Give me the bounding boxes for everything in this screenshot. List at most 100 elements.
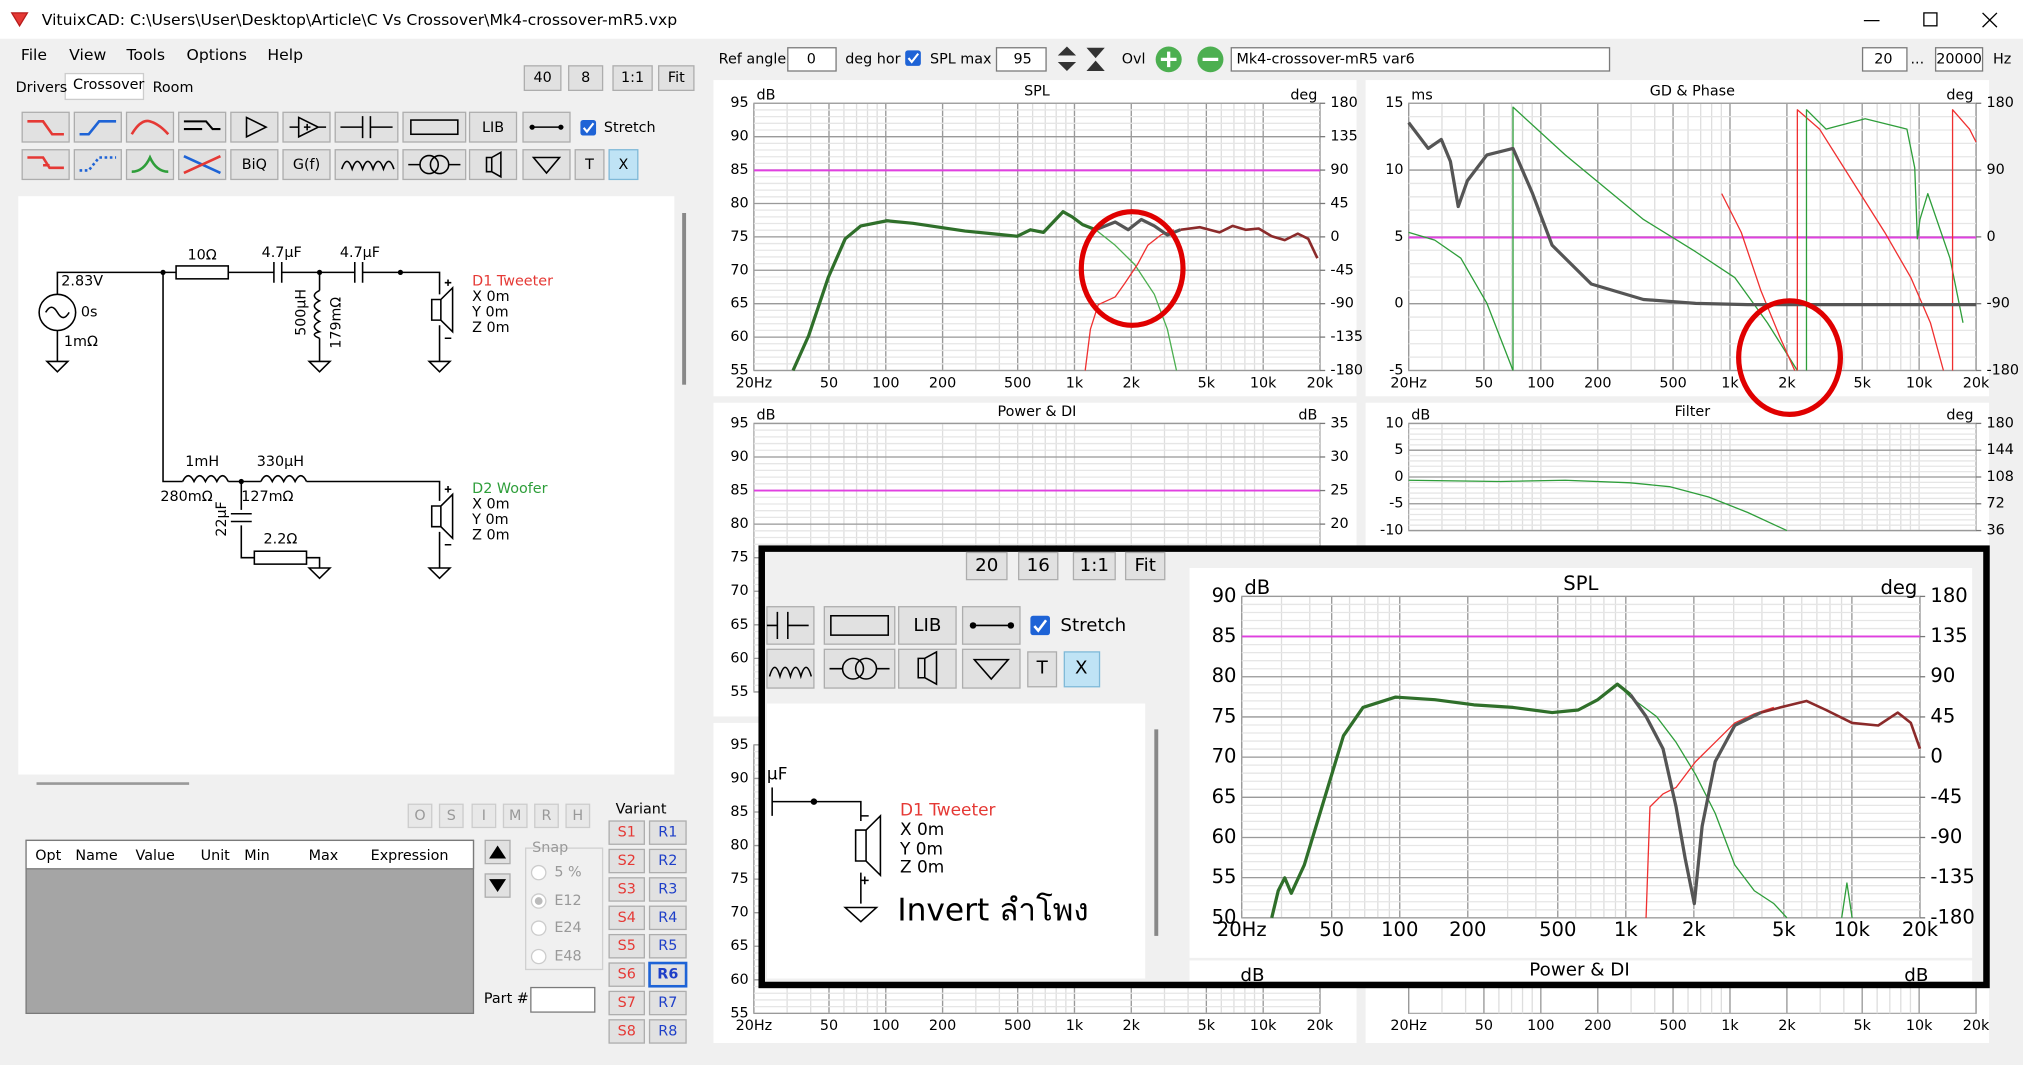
zoom-button[interactable]	[523, 65, 562, 92]
driver-y: Y 0m	[471, 512, 508, 528]
save-variant-button[interactable]	[608, 1019, 645, 1044]
x-tick-label: 200	[929, 1018, 956, 1034]
resistor-button[interactable]	[823, 606, 896, 645]
recall-variant-button[interactable]	[648, 1019, 687, 1044]
save-variant-button[interactable]	[608, 877, 645, 902]
highpass-button[interactable]	[73, 111, 122, 143]
y-tick-label: 85	[730, 162, 748, 178]
amplifier-button[interactable]	[230, 111, 279, 143]
tab[interactable]: Room	[153, 80, 194, 96]
y-tick-label: 95	[730, 737, 748, 753]
y-tick-label: 60	[730, 650, 748, 666]
snap-radio[interactable]	[530, 948, 547, 965]
snap-radio[interactable]	[530, 864, 547, 881]
zoom-button[interactable]	[1124, 551, 1166, 581]
snap-option: E48	[554, 949, 581, 965]
ref-angle-input[interactable]	[787, 47, 837, 72]
menu-item[interactable]: Help	[267, 46, 303, 64]
zoom-label: Fit	[1134, 555, 1155, 576]
recall-variant-label: R7	[658, 995, 677, 1011]
y2-tick-label: 0	[1330, 229, 1339, 245]
icon	[489, 845, 507, 859]
zoom-button[interactable]	[612, 65, 653, 92]
transfer-function-button[interactable]	[282, 149, 331, 181]
save-variant-button[interactable]	[608, 962, 645, 987]
bandpass-button[interactable]	[125, 111, 175, 143]
recall-variant-button[interactable]	[648, 848, 687, 874]
zoom-button[interactable]	[1072, 551, 1116, 581]
stretch-checkbox[interactable]	[1030, 615, 1050, 636]
save-variant-button[interactable]	[608, 848, 645, 874]
variant-buttons: Variant S1 R1 S2 R2 S3 R3 S4 R4 S5 R5 S6 R6 S7 R7 S8 R8	[608, 801, 688, 1044]
menu-item[interactable]: View	[69, 46, 106, 64]
stretch-checkbox[interactable]	[580, 120, 597, 136]
recall-variant-button[interactable]	[648, 961, 688, 988]
scrollbar[interactable]	[682, 213, 687, 385]
snap-radio[interactable]	[530, 920, 547, 936]
highpass-button[interactable]	[73, 149, 122, 181]
save-variant-button[interactable]	[608, 933, 645, 959]
save-variant-button[interactable]	[608, 820, 645, 845]
recall-variant-button[interactable]	[648, 933, 687, 959]
flag-button[interactable]	[565, 803, 591, 829]
variant-label: Variant	[616, 801, 667, 817]
recall-variant-button[interactable]	[648, 820, 687, 845]
maximize-button[interactable]	[1923, 12, 1938, 27]
zoom-button[interactable]	[568, 65, 604, 92]
peaking-button[interactable]	[125, 149, 175, 181]
save-variant-button[interactable]	[608, 905, 645, 931]
flag-button[interactable]	[438, 803, 464, 829]
menu-item[interactable]: Options	[187, 46, 247, 64]
library-button[interactable]	[468, 111, 518, 143]
text-button[interactable]	[1027, 651, 1058, 688]
zoom-button[interactable]	[965, 551, 1008, 581]
flag-button[interactable]	[502, 803, 528, 829]
recall-variant-button[interactable]	[648, 990, 687, 1016]
menu-item[interactable]: File	[21, 46, 47, 64]
checkbox-label: Stretch	[604, 120, 656, 136]
speaker-button[interactable]	[898, 648, 957, 689]
recall-variant-button[interactable]	[648, 877, 687, 902]
icon	[854, 657, 878, 680]
ref-angle-label: Ref angle	[719, 51, 787, 67]
x-tick-label: 1k	[1614, 918, 1639, 941]
freq-max-input[interactable]	[1934, 47, 1984, 72]
inductor-button[interactable]	[334, 149, 399, 181]
inductor-button[interactable]	[766, 648, 815, 689]
flag-button[interactable]	[534, 803, 559, 829]
resistor-button[interactable]	[402, 111, 467, 143]
flag-label: I	[482, 808, 486, 824]
tab[interactable]: Crossover	[73, 77, 144, 93]
menu-item[interactable]: Tools	[126, 46, 166, 64]
spl-max-input[interactable]	[995, 47, 1047, 72]
tab[interactable]: Drivers	[16, 80, 68, 96]
crossover-button[interactable]	[178, 149, 227, 181]
auto-button[interactable]	[1086, 47, 1105, 71]
text-button[interactable]	[574, 149, 605, 181]
icon	[27, 156, 64, 170]
allpass-button[interactable]	[178, 111, 227, 143]
zoom-button[interactable]	[1018, 551, 1059, 581]
biquad-button[interactable]	[230, 149, 279, 181]
x-tick-label: 200	[1449, 918, 1486, 941]
scrollbar[interactable]	[1154, 729, 1159, 936]
zoom-button[interactable]	[658, 65, 695, 92]
library-button[interactable]	[898, 606, 957, 645]
delete-button[interactable]	[608, 149, 639, 181]
spin-button[interactable]	[1057, 46, 1077, 71]
close-button[interactable]	[1982, 12, 1998, 28]
part-number-input[interactable]	[530, 986, 596, 1013]
ground-button[interactable]	[522, 149, 571, 181]
save-variant-button[interactable]	[608, 990, 645, 1016]
save-variant-label: S2	[618, 853, 636, 869]
recall-variant-button[interactable]	[648, 905, 687, 931]
delete-button[interactable]	[1063, 651, 1101, 688]
flag-button[interactable]	[407, 803, 433, 829]
ground-button[interactable]	[961, 648, 1021, 689]
flag-button[interactable]	[471, 803, 497, 829]
spl-max-checkbox[interactable]	[905, 50, 921, 66]
freq-min-input[interactable]	[1861, 47, 1908, 72]
variant-name-input[interactable]	[1230, 47, 1611, 72]
y2-tick-label: 135	[1930, 624, 1967, 647]
speaker-button[interactable]	[468, 149, 518, 181]
